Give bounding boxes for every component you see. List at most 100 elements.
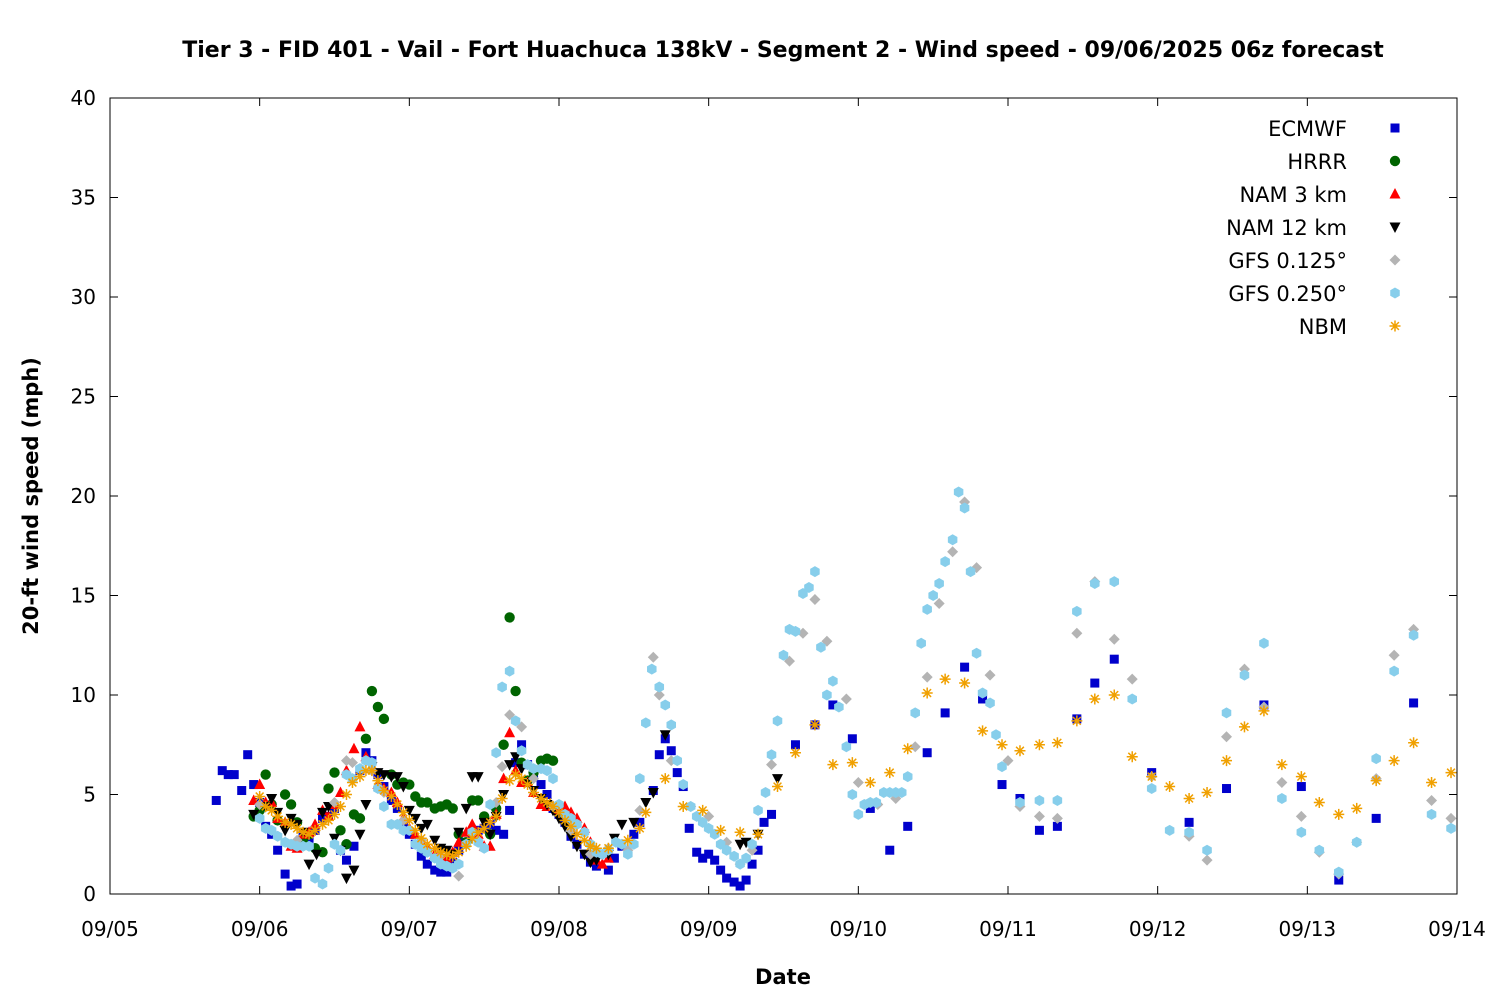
data-point-nbm [528,787,540,799]
data-point-nam-12-km [311,849,323,861]
data-point-ecmwf [672,768,682,778]
data-point-nbm [677,800,689,812]
data-point-nam-12-km [421,819,433,831]
data-point-nam-12-km [616,819,628,831]
x-tick-label: 09/06 [231,917,289,941]
data-point-nbm [602,842,614,854]
data-point-nbm [559,814,571,826]
data-point-nbm [378,785,390,797]
data-point-nbm [340,789,352,800]
data-point-gfs-0-125 [1295,810,1307,822]
data-point-gfs-0-250 [977,687,988,699]
data-point-ecmwf [223,770,233,780]
data-point-nbm [360,765,372,777]
data-point-nbm [496,792,508,804]
data-point-gfs-0-250 [766,749,777,761]
data-point-ecmwf [722,873,732,883]
data-point-ecmwf [430,865,440,875]
data-point-nam-12-km [429,835,441,847]
data-point-ecmwf [704,849,714,859]
x-axis-label: Date [755,965,811,989]
data-point-ecmwf [436,867,446,877]
data-point-ecmwf [542,790,552,799]
data-point-gfs-0-250 [335,844,346,856]
data-point-nam-12-km [360,799,372,811]
data-point-gfs-0-250 [254,812,265,824]
data-point-gfs-0-250 [910,707,920,719]
data-point-nbm [472,826,484,838]
data-point-ecmwf [273,845,283,855]
data-point-nam-3-km [309,818,321,829]
data-point-gfs-0-250 [323,862,334,874]
data-point-gfs-0-250 [916,637,926,649]
data-point-ecmwf [767,809,777,819]
data-point-ecmwf [847,734,857,744]
data-point-nam-3-km [348,742,360,754]
series-gfs-0-125 [254,496,1457,882]
data-point-gfs-0-125 [984,669,996,681]
data-point-ecmwf [635,817,645,827]
y-tick-label: 35 [71,186,96,210]
data-point-gfs-0-250 [1371,753,1381,765]
data-point-ecmwf [286,881,296,891]
legend-label: ECMWF [1268,117,1347,141]
data-point-hrrr [323,783,334,794]
data-point-gfs-0-125 [1071,627,1083,639]
legend-label: NBM [1299,315,1347,339]
data-point-gfs-0-125 [1276,777,1288,789]
data-point-nbm [317,818,329,830]
data-point-gfs-0-250 [504,665,515,677]
data-point-nbm [272,810,284,822]
data-point-nbm [590,842,602,854]
data-point-nbm [421,838,433,850]
data-point-nam-12-km [640,797,652,809]
data-point-nbm [435,846,447,858]
data-point-ecmwf [280,869,290,879]
data-point-gfs-0-250 [729,850,739,862]
x-tick-label: 09/10 [830,917,888,941]
data-point-gfs-0-250 [709,828,720,840]
y-tick-label: 25 [71,385,96,409]
data-point-nbm [1126,751,1138,763]
data-point-gfs-0-250 [666,719,677,731]
data-point-nbm [772,781,784,793]
data-point-ecmwf [1109,654,1119,664]
data-point-gfs-0-125 [1051,812,1063,824]
data-point-gfs-0-250 [1296,826,1307,838]
y-tick-label: 40 [71,86,96,110]
data-point-gfs-0-125 [852,777,864,789]
data-point-gfs-0-250 [853,808,864,820]
series-nbm [254,673,1457,862]
data-point-gfs-0-250 [753,804,763,816]
data-point-gfs-0-250 [1090,578,1100,590]
data-point-nbm [697,804,709,816]
data-point-ecmwf [997,780,1007,790]
data-point-gfs-0-250 [1202,844,1212,856]
data-point-gfs-0-125 [1445,812,1457,824]
data-point-nbm [447,850,459,862]
data-point-gfs-0-250 [272,830,283,842]
data-point-hrrr [360,733,372,744]
data-point-nam-3-km [504,726,516,738]
data-point-gfs-0-250 [516,745,527,757]
data-point-gfs-0-250 [971,647,982,659]
axes: 0 5 10 15 20 25 30 35 40 09/05 09/06 09/07 09/08 09/0… [71,86,1486,941]
data-point-gfs-0-250 [1408,629,1419,641]
data-point-ecmwf [753,845,763,855]
data-point-gfs-0-250 [373,783,383,795]
data-point-gfs-0-125 [809,593,821,605]
data-point-hrrr [354,813,366,824]
data-point-ecmwf [1296,782,1306,792]
data-point-hrrr [404,779,415,790]
data-point-nbm [266,804,278,816]
data-point-nam-12-km [340,873,352,885]
data-point-nbm [1201,787,1213,799]
x-tick-label: 09/13 [1279,917,1337,941]
data-point-gfs-0-250 [453,858,464,870]
data-point-gfs-0-250 [822,689,832,701]
data-point-gfs-0-125 [766,759,778,771]
data-point-nbm [1445,767,1457,779]
plot-area [211,486,1457,891]
data-point-gfs-0-250 [542,765,552,777]
data-point-nbm [1238,721,1250,733]
